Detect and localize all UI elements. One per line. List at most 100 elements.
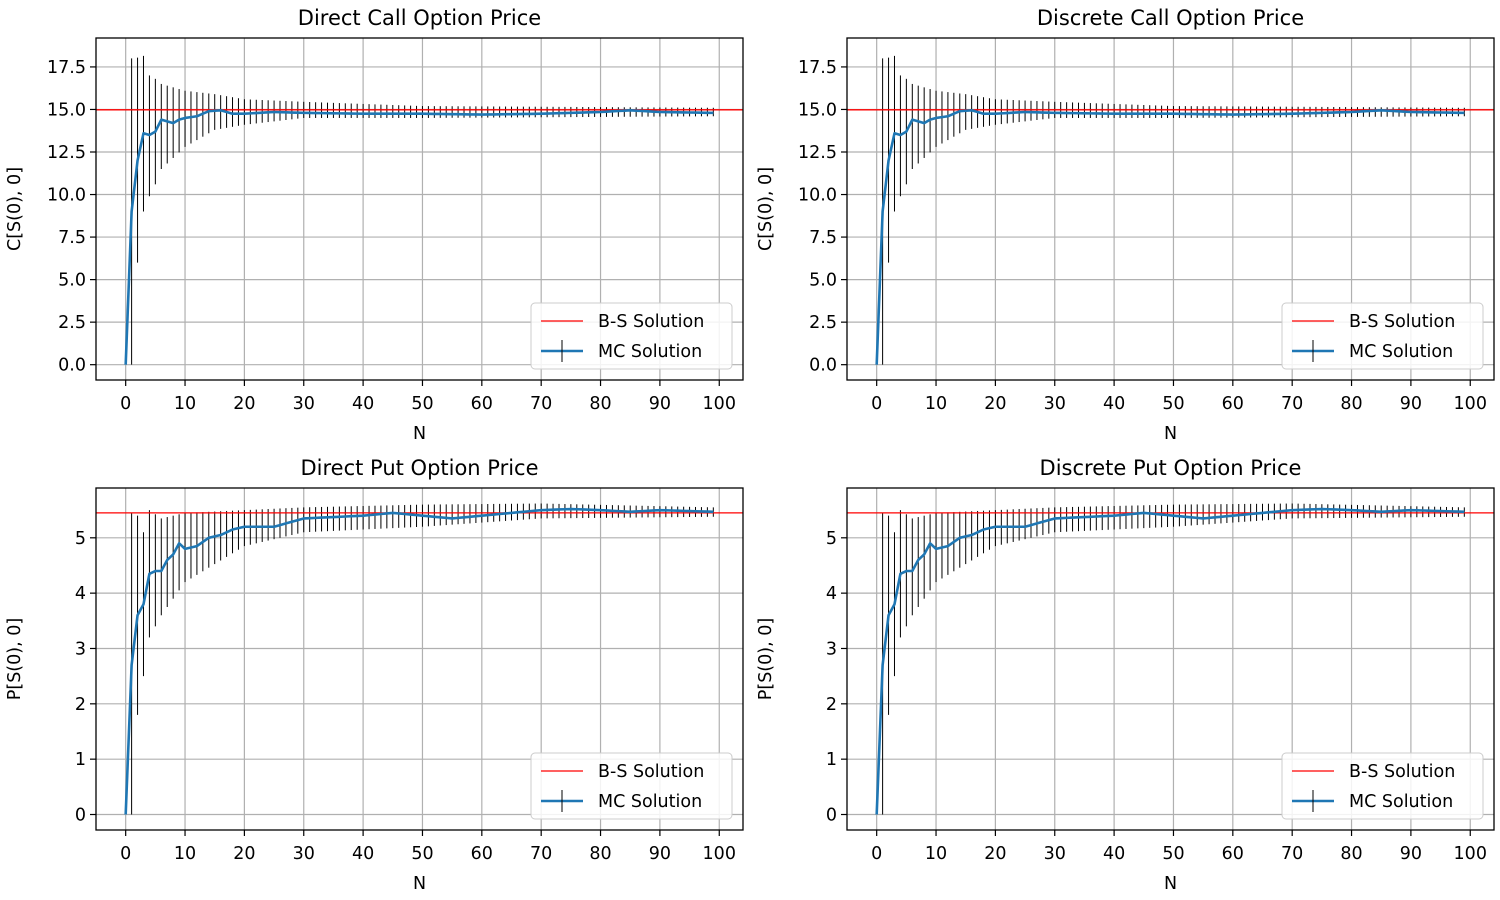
x-tick-label: 40 [352,844,374,864]
x-tick-label: 50 [411,394,433,414]
y-axis-label: C[S(0), 0] [5,167,25,251]
chart-title: Discrete Put Option Price [1040,456,1302,480]
legend-box [1281,302,1484,370]
x-tick-label: 10 [925,844,947,864]
plot-area [96,503,743,815]
legend-label-bs: B-S Solution [1349,312,1455,332]
x-tick-label: 40 [352,394,374,414]
x-tick-label: 90 [1400,844,1422,864]
legend-box [530,752,733,820]
y-axis-label: P[S(0), 0] [756,618,776,700]
x-tick-label: 30 [1044,844,1066,864]
y-tick-label: 17.5 [47,58,86,78]
y-tick-label: 4 [75,584,86,604]
plot-area [96,55,743,365]
x-tick-label: 10 [174,844,196,864]
y-tick-label: 10.0 [798,186,837,206]
x-tick-label: 50 [1162,844,1184,864]
chart-title: Discrete Call Option Price [1037,6,1304,30]
y-tick-label: 15.0 [47,100,86,120]
x-tick-label: 70 [530,394,552,414]
y-tick-label: 1 [826,750,837,770]
x-tick-label: 0 [871,394,882,414]
x-tick-label: 100 [703,394,736,414]
legend-label-mc: MC Solution [1349,792,1453,812]
y-tick-label: 3 [75,639,86,659]
chart-panel-2: 0 10 20 30 40 50 60 70 80 90 100 0.0 2.5 5.0 7.5 10.0 12… [756,6,1495,444]
y-tick-label: 5.0 [58,271,86,291]
axes-frame [95,487,744,831]
y-tick-label: 7.5 [58,228,86,248]
legend-label-mc: MC Solution [1349,342,1453,362]
y-tick-label: 0.0 [58,356,86,376]
y-axis-label: C[S(0), 0] [756,167,776,251]
chart-panel-3: 0 10 20 30 40 50 60 70 80 90 100 0 1 2 3 4 5 Direct Put O… [5,456,744,894]
chart-title: Direct Call Option Price [298,6,541,30]
x-tick-label: 20 [984,844,1006,864]
x-tick-label: 90 [649,394,671,414]
y-tick-label: 2.5 [809,313,837,333]
y-tick-label: 5 [75,529,86,549]
y-tick-label: 4 [826,584,837,604]
x-tick-label: 90 [649,844,671,864]
x-tick-label: 30 [1044,394,1066,414]
x-tick-label: 60 [1222,844,1244,864]
x-tick-label: 10 [925,394,947,414]
axes-frame [95,37,744,381]
x-tick-label: 100 [703,844,736,864]
legend: B-S Solution MC Solution [530,752,733,820]
mc-solution-line [875,507,1465,815]
x-tick-label: 50 [1162,394,1184,414]
x-tick-label: 20 [233,394,255,414]
x-tick-label: 30 [293,394,315,414]
mc-solution-line [875,109,1465,365]
x-tick-label: 60 [471,394,493,414]
x-tick-label: 70 [1281,844,1303,864]
legend-label-mc: MC Solution [598,342,702,362]
legend-label-bs: B-S Solution [598,312,704,332]
x-tick-label: 80 [589,394,611,414]
plot-area [847,503,1494,815]
x-tick-label: 0 [120,394,131,414]
y-tick-label: 0 [826,806,837,826]
y-tick-label: 3 [826,639,837,659]
x-tick-label: 40 [1103,394,1125,414]
y-tick-label: 1 [75,750,86,770]
x-tick-label: 70 [1281,394,1303,414]
y-tick-label: 5.0 [809,271,837,291]
x-axis-label: N [413,424,426,444]
x-tick-label: 0 [871,844,882,864]
x-tick-label: 60 [1222,394,1244,414]
chart-panel-1: 0 10 20 30 40 50 60 70 80 90 100 0.0 2.5 5.0 7.5 10.0 12… [5,6,744,444]
y-tick-label: 0 [75,806,86,826]
x-tick-label: 60 [471,844,493,864]
chart-panel-4: 0 10 20 30 40 50 60 70 80 90 100 0 1 2 3 4 5 Discrete Put… [756,456,1495,894]
x-tick-label: 90 [1400,394,1422,414]
axes-frame [846,37,1495,381]
x-tick-label: 100 [1454,844,1487,864]
legend: B-S Solution MC Solution [1281,752,1484,820]
x-tick-label: 10 [174,394,196,414]
x-tick-label: 70 [530,844,552,864]
x-tick-label: 40 [1103,844,1125,864]
y-tick-label: 5 [826,529,837,549]
x-tick-label: 100 [1454,394,1487,414]
plot-area [847,55,1494,365]
legend: B-S Solution MC Solution [530,302,733,370]
x-tick-label: 20 [984,394,1006,414]
x-tick-label: 80 [1340,844,1362,864]
mc-solution-line [124,109,714,365]
axes-frame [846,487,1495,831]
chart-title: Direct Put Option Price [300,456,538,480]
x-axis-label: N [1164,874,1177,894]
legend-label-bs: B-S Solution [1349,762,1455,782]
x-axis-label: N [1164,424,1177,444]
y-axis-label: P[S(0), 0] [5,618,25,700]
y-tick-label: 2 [826,695,837,715]
y-tick-label: 17.5 [798,58,837,78]
legend-box [1281,752,1484,820]
y-tick-label: 2.5 [58,313,86,333]
y-tick-label: 2 [75,695,86,715]
